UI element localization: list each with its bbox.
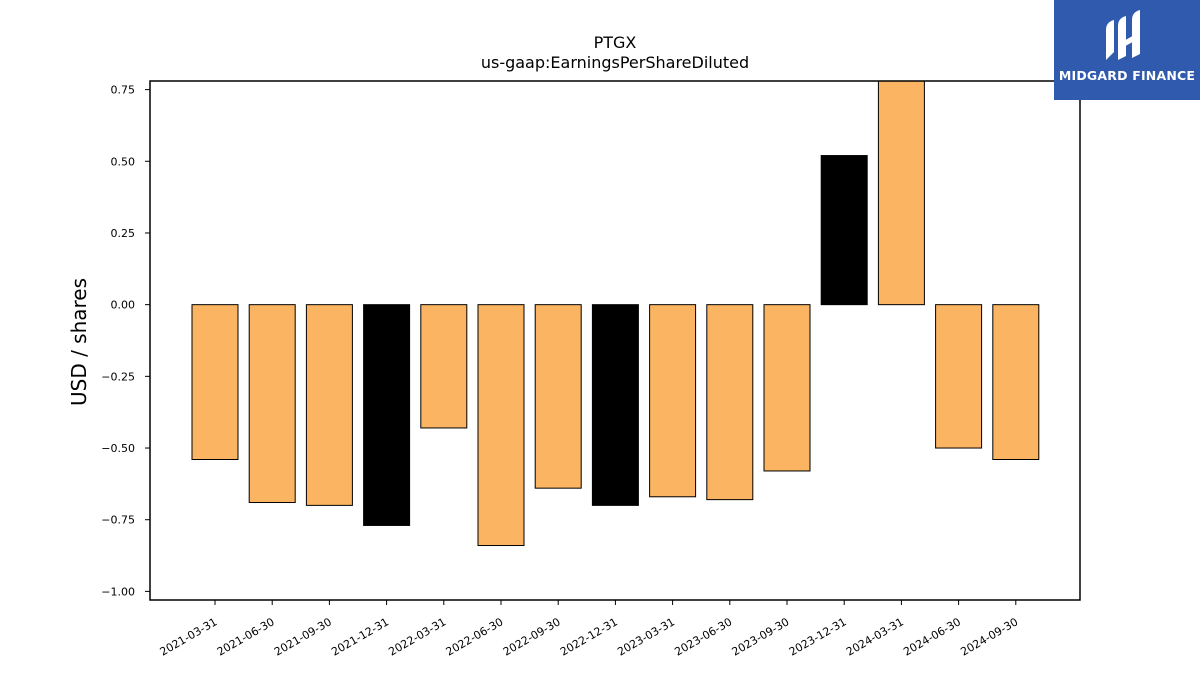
bar-2024-06-30 [935,304,983,449]
x-tick-label: 2024-03-31 [844,615,906,658]
x-tick-label: 2023-03-31 [615,615,677,658]
bar-2022-03-31 [420,304,468,429]
y-tick-label: 0.75 [111,84,136,97]
y-tick-label: 0.25 [111,227,136,240]
x-tick-label: 2023-12-31 [787,615,849,658]
x-tick-label: 2024-09-30 [958,615,1020,658]
x-axis-ticks: 2021-03-312021-06-302021-09-302021-12-31… [158,600,1020,659]
x-tick-label: 2022-09-30 [501,615,563,658]
bar-2021-06-30 [248,304,296,504]
bar-2024-03-31 [877,80,925,306]
bar-2022-09-30 [534,304,582,489]
y-tick-label: −0.25 [101,370,135,383]
brand-logo: MIDGARD FINANCE [1054,0,1200,100]
chart-subtitle: us-gaap:EarningsPerShareDiluted [481,53,749,72]
bar-2023-12-31 [820,155,868,306]
bar-2021-09-30 [305,304,353,506]
x-tick-label: 2023-09-30 [730,615,792,658]
x-tick-label: 2021-12-31 [329,615,391,658]
x-tick-label: 2023-06-30 [672,615,734,658]
bar-2024-09-30 [992,304,1040,460]
y-axis-ticks: 0.75 0.50 0.25 0.00 −0.25 −0.50 −0.75 −1.00 [101,84,150,598]
y-tick-label: −0.50 [101,442,135,455]
bar-2023-06-30 [706,304,754,501]
bar-2021-03-31 [191,304,239,460]
y-tick-label: −1.00 [101,585,135,598]
x-tick-label: 2021-09-30 [272,615,334,658]
bars-group [191,80,1040,547]
bar-2023-09-30 [763,304,811,472]
y-tick-label: 0.50 [111,155,136,168]
bar-2021-12-31 [363,304,411,526]
x-tick-label: 2022-12-31 [558,615,620,658]
chart-title: PTGX [594,33,637,52]
x-tick-label: 2022-06-30 [444,615,506,658]
logo-mark-icon [1106,10,1140,60]
x-tick-label: 2021-06-30 [215,615,277,658]
bar-2022-12-31 [591,304,639,506]
y-tick-label: 0.00 [111,299,136,312]
logo-text: MIDGARD FINANCE [1058,68,1196,83]
x-tick-label: 2021-03-31 [158,615,220,658]
y-tick-label: −0.75 [101,514,135,527]
plot-area-frame [149,80,1081,601]
x-tick-label: 2022-03-31 [386,615,448,658]
y-axis-label: USD / shares [67,278,91,406]
x-tick-label: 2024-06-30 [901,615,963,658]
bar-2023-03-31 [649,304,697,498]
bar-2022-06-30 [477,304,525,547]
